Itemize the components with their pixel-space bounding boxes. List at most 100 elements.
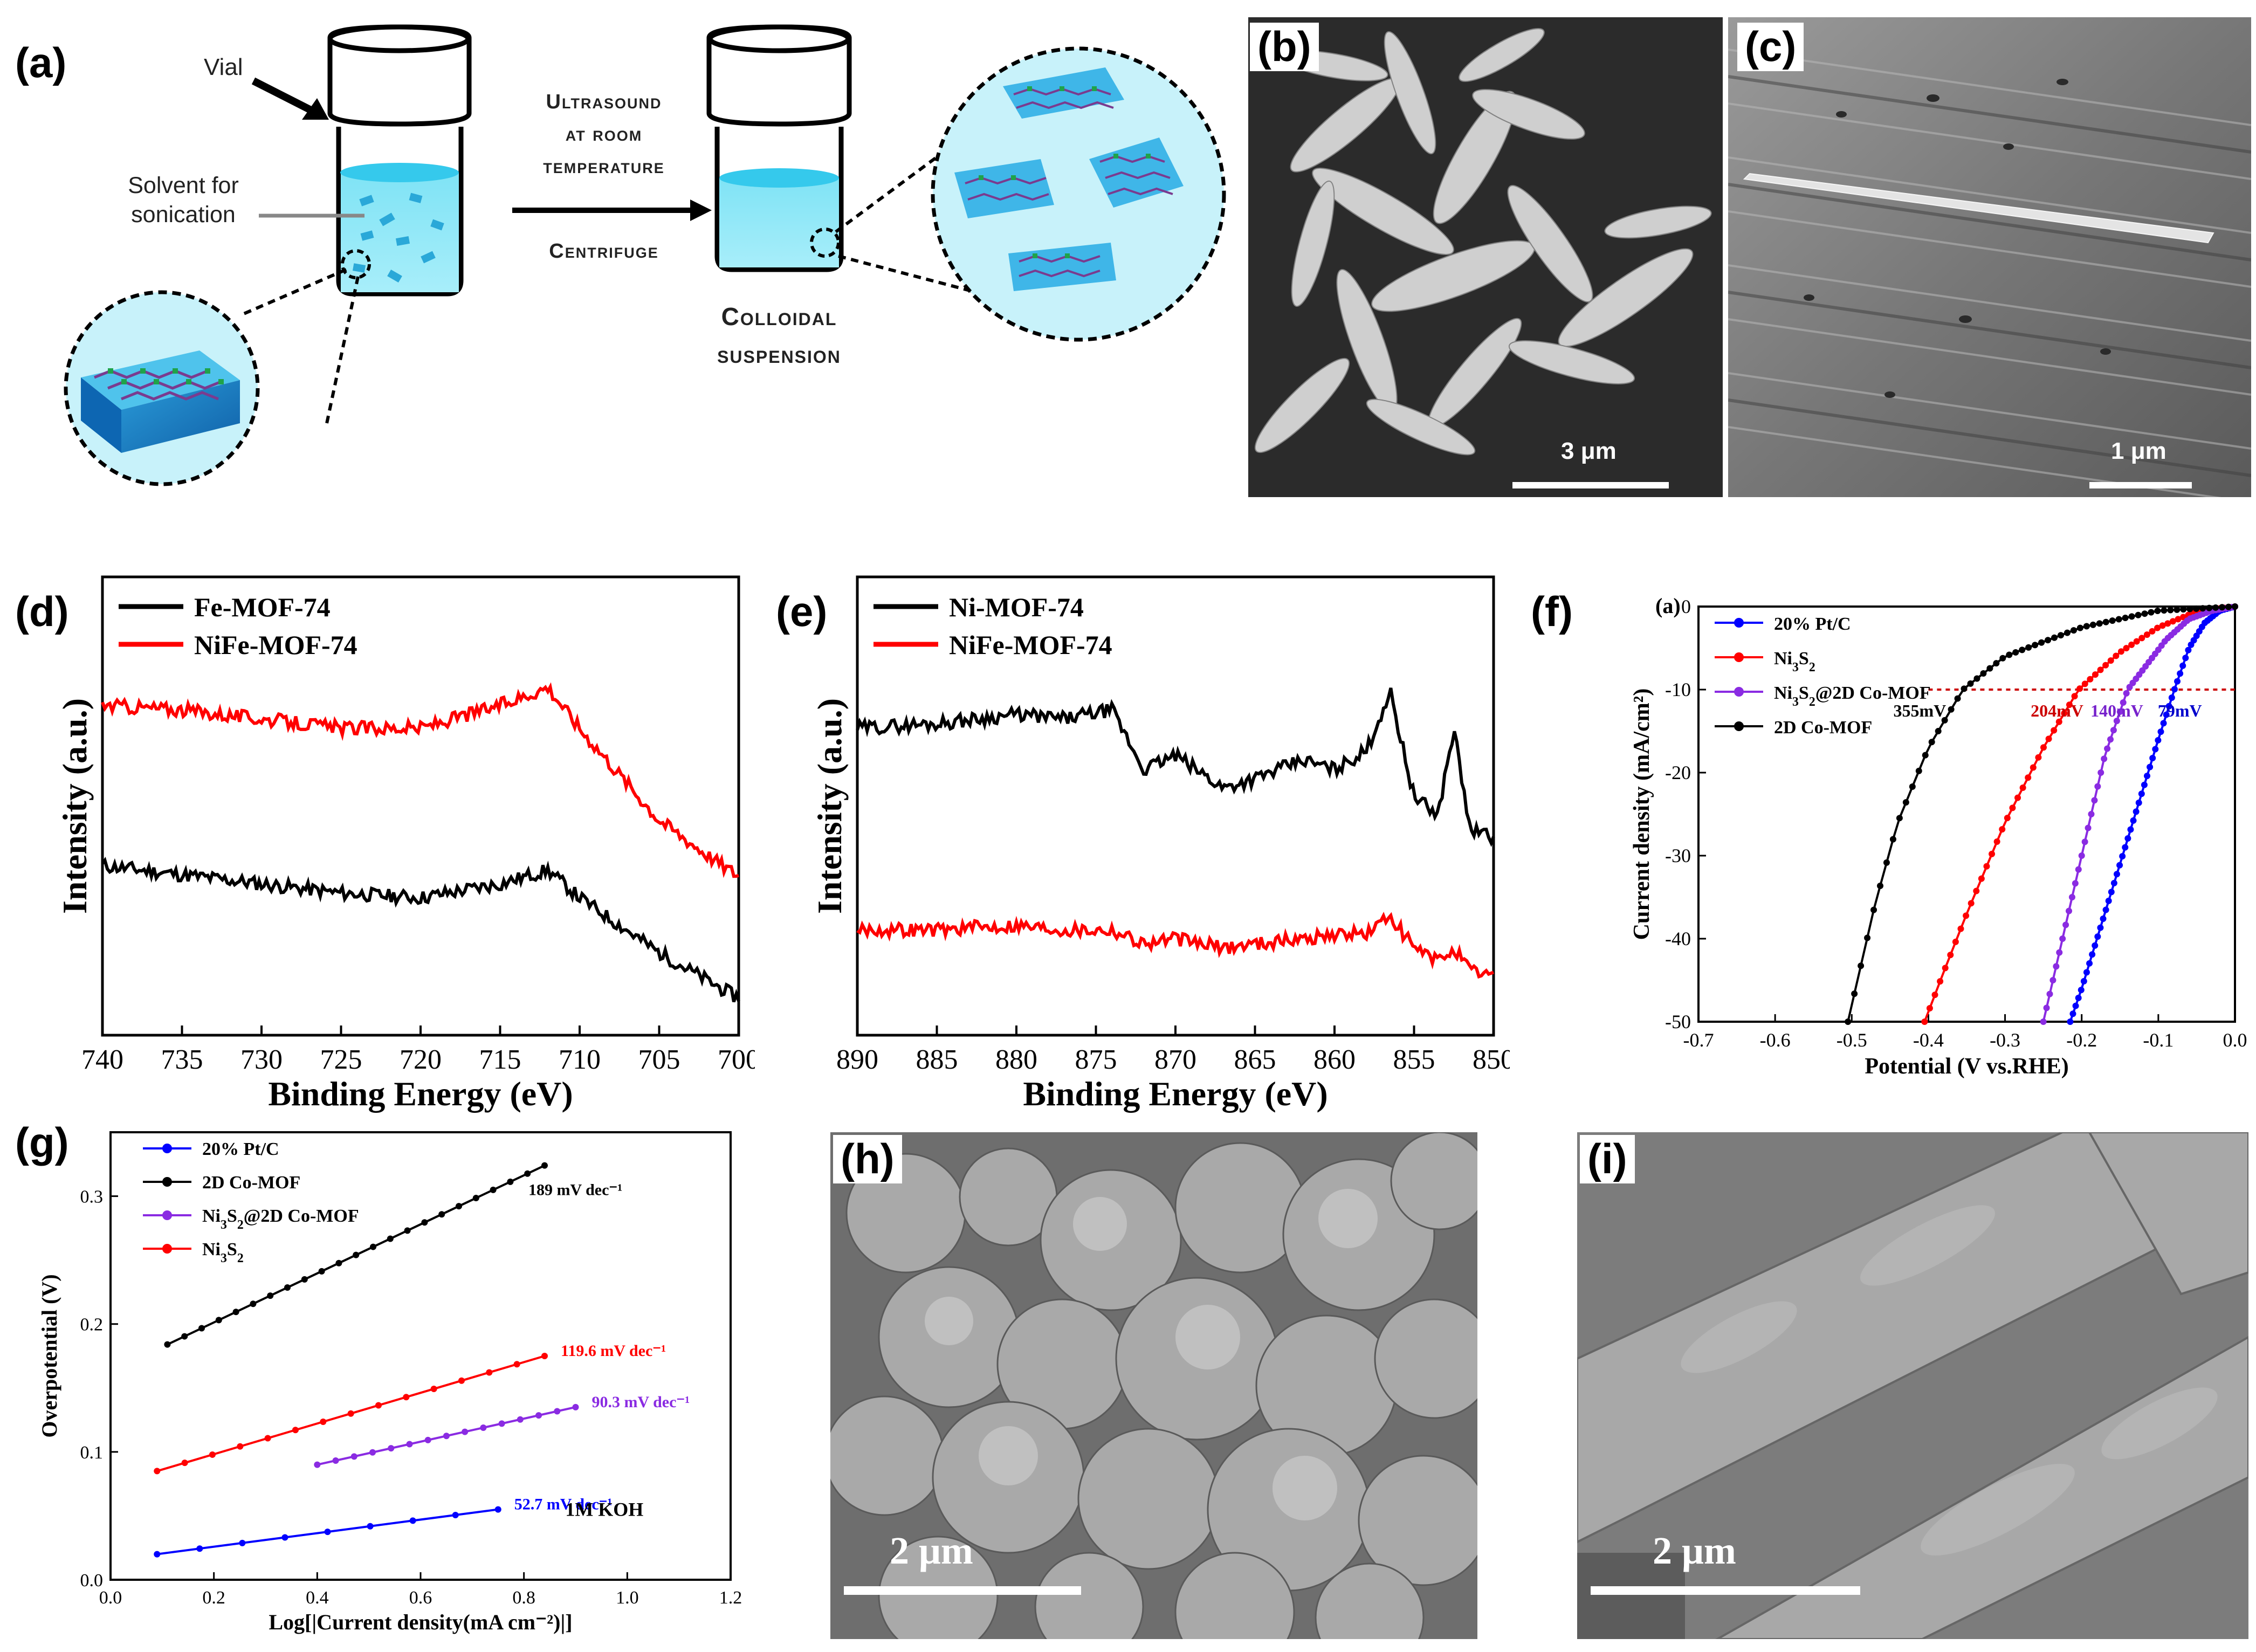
legend-label: 20% Pt/C (202, 1139, 279, 1159)
sem-aggregates-h (830, 1132, 1477, 1639)
data-point (2161, 607, 2168, 614)
data-point (2081, 680, 2088, 687)
data-point (2155, 736, 2162, 744)
data-point (524, 1170, 531, 1177)
x-tick-label: 1.2 (719, 1588, 742, 1608)
data-point (2051, 634, 2058, 641)
overpotential-annotation: 140mV (2090, 701, 2143, 720)
data-point (2056, 949, 2063, 956)
scale-label-b: 3 μm (1561, 438, 1617, 464)
data-point (2128, 641, 2135, 648)
data-point (2116, 708, 2123, 715)
data-point (2123, 645, 2130, 652)
x-tick-label: 0.0 (2223, 1029, 2247, 1051)
vial-left (327, 24, 472, 297)
data-point (2006, 651, 2013, 658)
data-point (2127, 826, 2134, 833)
data-point (2123, 690, 2130, 697)
data-point (1909, 783, 1916, 790)
x-tick-label: 0.8 (512, 1588, 535, 1608)
data-point (2097, 769, 2104, 776)
solvent-label-line2: sonication (131, 202, 236, 228)
x-tick-label: 870 (1154, 1044, 1196, 1075)
data-point (2094, 933, 2101, 940)
y-tick-label: -30 (1665, 845, 1691, 866)
data-point (2069, 1010, 2076, 1017)
data-point (2030, 764, 2037, 771)
data-point (554, 1408, 561, 1415)
data-point (1952, 938, 1959, 945)
data-point (2163, 711, 2170, 718)
data-point (267, 1292, 274, 1299)
data-point (2019, 646, 2026, 653)
data-point (2101, 755, 2108, 762)
data-point (2086, 960, 2093, 967)
data-point (1876, 883, 1883, 890)
data-point (1870, 906, 1877, 913)
result-line2: suspension (717, 340, 841, 368)
x-tick-label: -0.4 (1913, 1029, 1944, 1051)
exfoliation-schematic (64, 24, 1226, 486)
legend-marker (1734, 721, 1744, 731)
vial-pointer-arrow (251, 77, 329, 120)
data-point (2075, 994, 2082, 1001)
panel-label-i: (i) (1580, 1135, 1635, 1183)
data-point (2133, 638, 2140, 645)
y-tick-label: 0.0 (80, 1571, 104, 1591)
series-line (1923, 605, 2236, 1022)
y-tick-label: 0.2 (80, 1315, 104, 1335)
x-tick-label: 890 (836, 1044, 878, 1075)
data-point (2071, 693, 2078, 700)
data-point (2064, 629, 2071, 636)
data-point (404, 1227, 411, 1234)
data-point (2177, 670, 2184, 677)
data-point (2019, 784, 2026, 791)
data-point (2174, 678, 2181, 685)
data-point (320, 1418, 327, 1425)
data-point (2164, 620, 2171, 627)
data-point (2035, 754, 2042, 761)
data-point (2182, 655, 2189, 662)
data-point (421, 1219, 428, 1226)
data-point (335, 1259, 342, 1266)
x-tick-label: 700 (718, 1044, 755, 1075)
data-point (424, 1436, 431, 1443)
slope-label: 119.6 mV dec⁻¹ (561, 1342, 666, 1360)
series-line-fe-mof-74 (101, 857, 740, 1002)
scale-label-c: 1 μm (2111, 438, 2166, 464)
magnified-nanosheets (835, 46, 1226, 342)
data-point (2040, 744, 2047, 751)
legend-label: 2D Co-MOF (202, 1173, 300, 1193)
data-point (2102, 662, 2109, 669)
x-tick-label: 860 (1313, 1044, 1356, 1075)
data-point (367, 1523, 374, 1530)
data-point (1957, 925, 1964, 932)
data-point (2097, 666, 2104, 673)
data-point (2120, 699, 2127, 706)
data-point (2159, 622, 2166, 629)
data-point (2096, 620, 2103, 627)
data-point (2040, 1018, 2047, 1025)
data-point (2138, 635, 2145, 642)
y-axis-label: Intensity (a.u.) (56, 698, 94, 914)
data-point (2225, 603, 2232, 610)
data-point (1986, 665, 1993, 672)
data-point (2199, 605, 2206, 612)
legend-marker (1734, 687, 1744, 697)
data-point (443, 1433, 450, 1440)
data-point (2185, 646, 2192, 653)
data-point (2094, 783, 2101, 790)
data-point (1999, 826, 2006, 833)
scale-bar-h (844, 1586, 1081, 1595)
series-line-nife-mof-74 (101, 682, 739, 878)
panel-label-e: (e) (776, 588, 828, 635)
y-tick-label: -20 (1665, 762, 1691, 783)
data-point (2076, 624, 2083, 631)
data-point (388, 1445, 395, 1452)
y-tick-label: 0.3 (80, 1187, 104, 1207)
data-point (2174, 606, 2181, 613)
sem-image-b: 3 μm (1248, 17, 1723, 497)
data-point (1942, 965, 1949, 972)
data-point (2004, 815, 2011, 822)
data-point (2133, 808, 2140, 815)
